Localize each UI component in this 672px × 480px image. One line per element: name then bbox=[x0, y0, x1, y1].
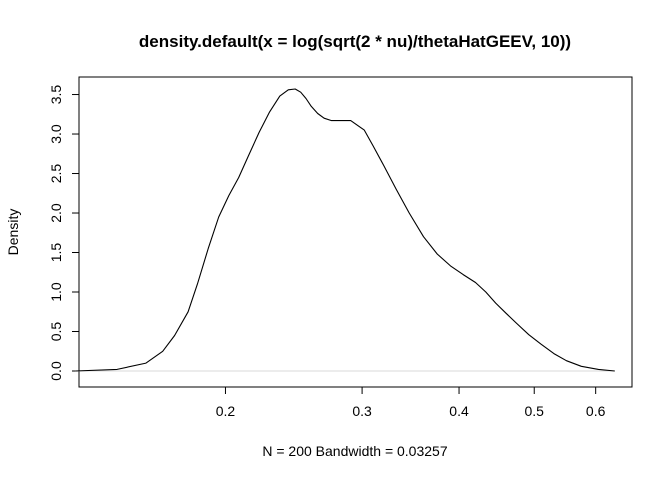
x-tick-label: 0.5 bbox=[524, 403, 544, 419]
y-tick-label: 2.5 bbox=[48, 164, 64, 184]
y-tick-label: 1.5 bbox=[48, 243, 64, 263]
y-tick-label: 2.0 bbox=[48, 203, 64, 223]
plot-area bbox=[75, 88, 615, 372]
x-tick-label: 0.6 bbox=[586, 403, 606, 419]
y-tick-label: 0.0 bbox=[48, 361, 64, 381]
y-tick-label: 1.0 bbox=[48, 282, 64, 302]
y-tick-label: 3.0 bbox=[48, 124, 64, 144]
x-tick-label: 0.4 bbox=[449, 403, 469, 419]
y-axis: 0.0 0.5 1.0 1.5 2.0 2.5 3.0 3.5 bbox=[48, 85, 80, 381]
x-axis: 0.2 0.3 0.4 0.5 0.6 bbox=[216, 386, 606, 419]
x-axis-label: N = 200 Bandwidth = 0.03257 bbox=[262, 443, 447, 459]
x-tick-label: 0.3 bbox=[352, 403, 372, 419]
y-tick-label: 3.5 bbox=[48, 85, 64, 105]
x-tick-label: 0.2 bbox=[216, 403, 236, 419]
density-curve bbox=[75, 88, 615, 372]
y-tick-label: 0.5 bbox=[48, 322, 64, 342]
chart-title: density.default(x = log(sqrt(2 * nu)/the… bbox=[139, 32, 571, 51]
y-axis-label: Density bbox=[5, 209, 21, 256]
